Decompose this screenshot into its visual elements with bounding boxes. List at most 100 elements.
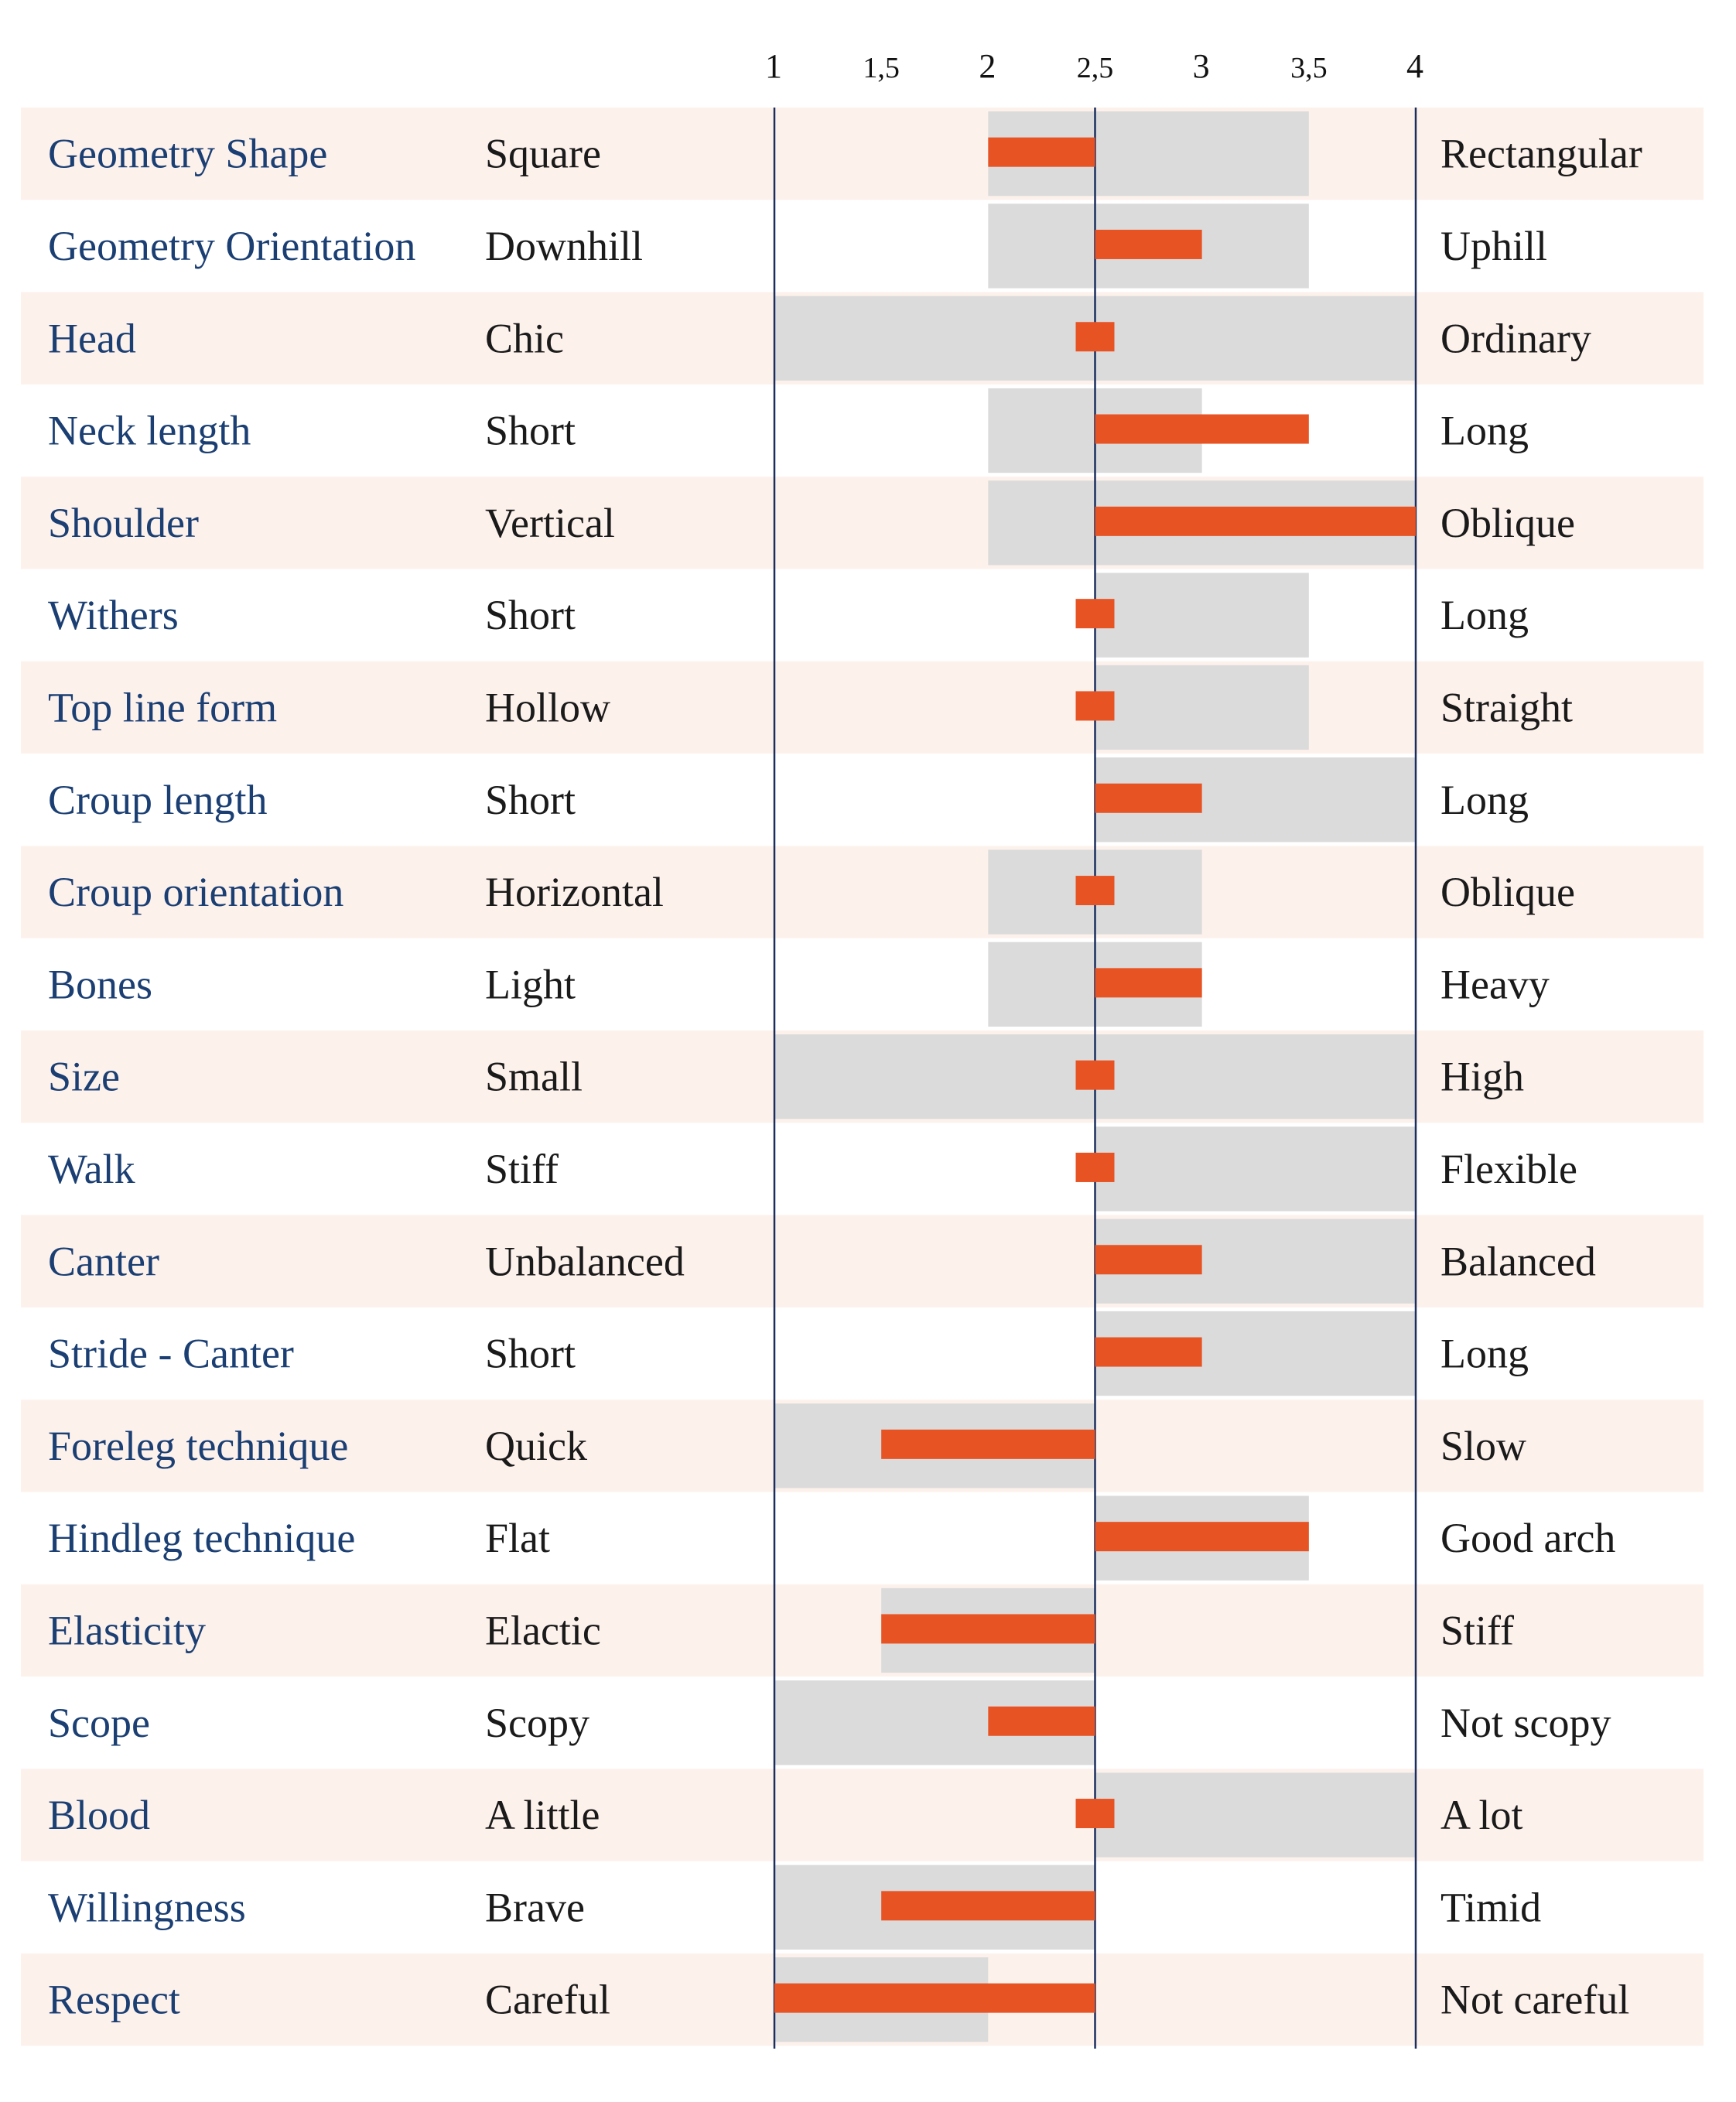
trait-label: Walk [48, 1146, 135, 1192]
row-band [21, 108, 1704, 200]
x-tick-label: 1 [765, 47, 782, 85]
row-labels: Geometry Shape Square Rectangular Geometry … [48, 131, 1642, 2023]
row-band [21, 846, 1704, 938]
low-end-label: Small [485, 1054, 583, 1100]
low-end-label: Flat [485, 1515, 550, 1561]
high-end-label: Straight [1440, 684, 1573, 730]
value-bar [1075, 1799, 1115, 1829]
trait-label: Size [48, 1054, 120, 1100]
high-end-label: Heavy [1440, 961, 1550, 1007]
value-bar [988, 1706, 1095, 1736]
value-bar [1075, 691, 1115, 721]
trait-label: Elasticity [48, 1607, 206, 1653]
x-tick-label: 2,5 [1077, 52, 1114, 84]
high-end-label: Oblique [1440, 869, 1575, 915]
trait-label: Shoulder [48, 500, 199, 546]
value-bar [1095, 1522, 1309, 1552]
range-bar [1095, 665, 1309, 750]
row-band [21, 1769, 1704, 1861]
low-end-label: Unbalanced [485, 1238, 685, 1284]
range-bar [1095, 1772, 1416, 1858]
low-end-label: A little [485, 1792, 600, 1838]
low-end-label: Careful [485, 1977, 610, 2023]
high-end-label: Not scopy [1440, 1700, 1611, 1746]
high-end-label: Not careful [1440, 1977, 1629, 2023]
trait-label: Bones [48, 961, 152, 1007]
trait-label: Croup orientation [48, 869, 343, 915]
value-bar [1095, 414, 1309, 444]
low-end-label: Vertical [485, 500, 615, 546]
low-end-label: Downhill [485, 223, 643, 269]
value-bar [1075, 599, 1115, 629]
low-end-label: Chic [485, 315, 564, 361]
trait-label: Hindleg technique [48, 1515, 355, 1561]
low-end-label: Hollow [485, 684, 610, 730]
low-end-label: Brave [485, 1884, 585, 1930]
low-end-label: Short [485, 592, 576, 638]
high-end-label: Long [1440, 408, 1529, 454]
trait-label: Neck length [48, 408, 251, 454]
high-end-label: Long [1440, 1331, 1529, 1377]
value-bar [881, 1429, 1095, 1459]
low-end-label: Horizontal [485, 869, 664, 915]
low-end-label: Light [485, 961, 576, 1007]
high-end-label: Stiff [1440, 1607, 1514, 1653]
value-bar [1075, 1152, 1115, 1182]
high-end-label: Long [1440, 777, 1529, 823]
trait-label: Geometry Shape [48, 131, 327, 177]
x-tick-label: 4 [1406, 47, 1423, 85]
trait-label: Canter [48, 1238, 159, 1284]
high-end-label: Ordinary [1440, 315, 1591, 361]
value-bar [1075, 876, 1115, 906]
value-bar [1095, 229, 1202, 259]
trait-label: Willingness [48, 1884, 246, 1930]
trait-label: Blood [48, 1792, 150, 1838]
x-tick-label: 1,5 [863, 52, 900, 84]
row-band [21, 1584, 1704, 1677]
high-end-label: Balanced [1440, 1238, 1596, 1284]
range-bar [1095, 1126, 1416, 1212]
value-bar [1075, 322, 1115, 352]
high-end-label: A lot [1440, 1792, 1523, 1838]
trait-label: Head [48, 315, 136, 361]
trait-label: Stride - Canter [48, 1331, 294, 1377]
value-bar [881, 1614, 1095, 1644]
trait-label: Top line form [48, 684, 277, 730]
value-bar [1095, 1337, 1202, 1367]
low-end-label: Short [485, 777, 576, 823]
value-bar [1095, 1245, 1202, 1275]
trait-label: Foreleg technique [48, 1423, 348, 1469]
trait-label: Croup length [48, 777, 267, 823]
value-bar [1095, 506, 1416, 536]
low-end-label: Short [485, 1331, 576, 1377]
high-end-label: Uphill [1440, 223, 1547, 269]
value-bar [881, 1891, 1095, 1921]
high-end-label: Timid [1440, 1884, 1541, 1930]
x-tick-label: 3 [1193, 47, 1210, 85]
trait-label: Respect [48, 1977, 180, 2023]
high-end-label: Oblique [1440, 500, 1575, 546]
x-tick-label: 2 [979, 47, 996, 85]
high-end-label: Long [1440, 592, 1529, 638]
low-end-label: Quick [485, 1423, 587, 1469]
value-bar [1095, 783, 1202, 813]
row-band [21, 477, 1704, 569]
low-end-label: Stiff [485, 1146, 559, 1192]
range-bar [1095, 572, 1309, 658]
trait-label: Scope [48, 1700, 150, 1746]
high-end-label: Flexible [1440, 1146, 1577, 1192]
trait-label: Geometry Orientation [48, 223, 415, 269]
value-bar [1095, 968, 1202, 998]
x-tick-label: 3,5 [1290, 52, 1328, 84]
x-axis-ticks: 1 1,5 2 2,5 3 3,5 4 [765, 47, 1423, 85]
value-bars [774, 137, 1416, 2013]
row-band [21, 1215, 1704, 1307]
row-band [21, 661, 1704, 754]
low-end-label: Square [485, 131, 601, 177]
low-end-label: Short [485, 408, 576, 454]
value-bar [1075, 1060, 1115, 1090]
high-end-label: Slow [1440, 1423, 1526, 1469]
high-end-label: High [1440, 1054, 1524, 1100]
